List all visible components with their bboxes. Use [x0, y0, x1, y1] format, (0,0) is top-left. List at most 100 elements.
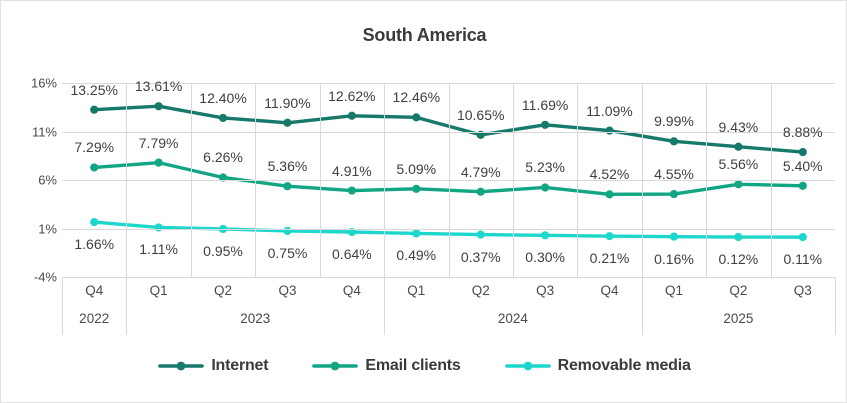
legend-label: Internet [211, 357, 269, 374]
gridline-horizontal [62, 228, 835, 230]
legend-label: Removable media [557, 357, 691, 374]
data-label: 5.09% [396, 160, 437, 177]
data-point-marker [669, 137, 679, 146]
legend-item[interactable]: Internet [158, 357, 269, 375]
data-point-marker [798, 181, 807, 190]
data-point-marker [218, 173, 228, 182]
data-label: 0.16% [654, 250, 694, 267]
plot-area: 13.25% 13.61% 12.40% 11.90% 12.62% 12.46% 10.6… [62, 78, 835, 278]
x-axis-quarter-label: Q1 [407, 283, 426, 298]
gridline-vertical [384, 83, 385, 277]
data-label: 1.11% [139, 241, 178, 258]
data-label: 9.99% [654, 113, 694, 130]
data-label: 11.90% [264, 94, 311, 111]
data-point-marker [347, 227, 356, 237]
data-label: 12.62% [328, 87, 376, 104]
series-line [92, 104, 805, 154]
data-label: 7.79% [138, 134, 179, 151]
data-point-marker [283, 182, 292, 191]
series-line [92, 160, 805, 197]
data-point-marker [798, 233, 807, 242]
x-axis-group-separator [384, 277, 385, 335]
data-label: 5.40% [782, 157, 823, 174]
x-axis-year-label: 2023 [240, 311, 271, 326]
data-point-marker [476, 187, 485, 196]
data-label: 0.49% [396, 247, 437, 264]
data-label: 6.26% [203, 149, 243, 166]
y-axis: -4% 1% 6% 11% 16% [1, 76, 57, 285]
gridline-vertical [706, 83, 707, 277]
data-label: 5.36% [267, 158, 308, 175]
data-point-marker [412, 113, 421, 122]
data-label: 5.56% [718, 156, 759, 173]
data-label: 11.09% [586, 102, 633, 119]
data-label: 0.95% [203, 242, 243, 259]
x-axis-year-label: 2024 [497, 311, 528, 326]
data-label: 0.12% [718, 251, 759, 268]
data-point-marker [798, 147, 807, 157]
data-point-marker [90, 163, 99, 172]
legend-swatch-icon [158, 361, 205, 371]
y-axis-tick-label: 11% [31, 124, 57, 139]
x-axis-quarter-label: Q3 [278, 283, 297, 298]
x-axis-quarter-label: Q2 [471, 283, 490, 298]
data-point-marker [283, 118, 292, 127]
data-point-marker [541, 183, 550, 192]
data-point-marker [154, 102, 163, 111]
data-label: 11.69% [521, 96, 569, 113]
gridline-vertical [449, 83, 450, 277]
gridline-horizontal [62, 131, 835, 133]
data-label: 4.52% [589, 166, 630, 183]
data-label: 4.55% [654, 166, 694, 183]
data-point-marker [154, 223, 163, 232]
data-point-marker [669, 232, 679, 241]
x-axis: Q4 Q1 Q2 Q3 Q4 Q1 Q2 Q3 Q4 Q1 Q2 Q3 2022 2023 2024 2025 [62, 277, 836, 339]
data-label: 12.40% [199, 89, 247, 106]
data-label: 0.64% [332, 245, 372, 262]
data-point-marker [347, 111, 356, 120]
data-point-marker [541, 231, 550, 240]
x-axis-quarter-label: Q4 [85, 283, 104, 298]
data-label: 0.11% [783, 251, 823, 268]
data-point-marker [605, 190, 614, 199]
legend-item[interactable]: Removable media [504, 357, 691, 375]
chart-legend: Internet Email clients Removable media [1, 357, 846, 375]
data-point-marker [412, 229, 421, 238]
data-label: 7.29% [74, 139, 115, 156]
data-point-marker [476, 230, 485, 239]
data-point-marker [90, 105, 99, 114]
data-label: 13.61% [134, 78, 183, 95]
x-axis-quarter-label: Q2 [214, 283, 233, 298]
y-axis-tick-label: 6% [38, 172, 57, 188]
x-axis-quarter-label: Q3 [536, 283, 555, 298]
data-point-marker [476, 130, 485, 139]
data-label: 4.91% [332, 162, 372, 179]
gridline-vertical [513, 83, 514, 277]
y-axis-tick-label: 1% [38, 221, 57, 236]
x-axis-quarter-label: Q3 [793, 283, 812, 298]
data-point-marker [412, 184, 421, 193]
x-axis-group-separator [62, 277, 63, 335]
gridline-vertical [191, 83, 192, 277]
gridline-vertical [642, 83, 643, 277]
data-label: 0.37% [460, 248, 501, 265]
data-point-marker [347, 186, 356, 195]
gridline-vertical [126, 83, 127, 277]
data-label: 0.75% [267, 244, 308, 261]
data-label: 12.46% [392, 89, 441, 106]
x-axis-quarter-label: Q1 [664, 283, 683, 298]
gridline-vertical [320, 83, 321, 277]
data-label: 13.25% [70, 81, 118, 98]
x-axis-year-label: 2025 [723, 311, 754, 326]
data-label: 1.66% [74, 236, 115, 253]
gridline-vertical [577, 83, 578, 277]
gridline-vertical [255, 83, 256, 277]
data-point-marker [90, 217, 99, 227]
x-axis-group-separator [835, 277, 836, 335]
data-label: 10.65% [456, 106, 505, 123]
gridline-horizontal [62, 180, 835, 181]
x-axis-group-separator [642, 277, 643, 335]
legend-item[interactable]: Email clients [312, 357, 461, 375]
gridline-horizontal [62, 83, 835, 84]
